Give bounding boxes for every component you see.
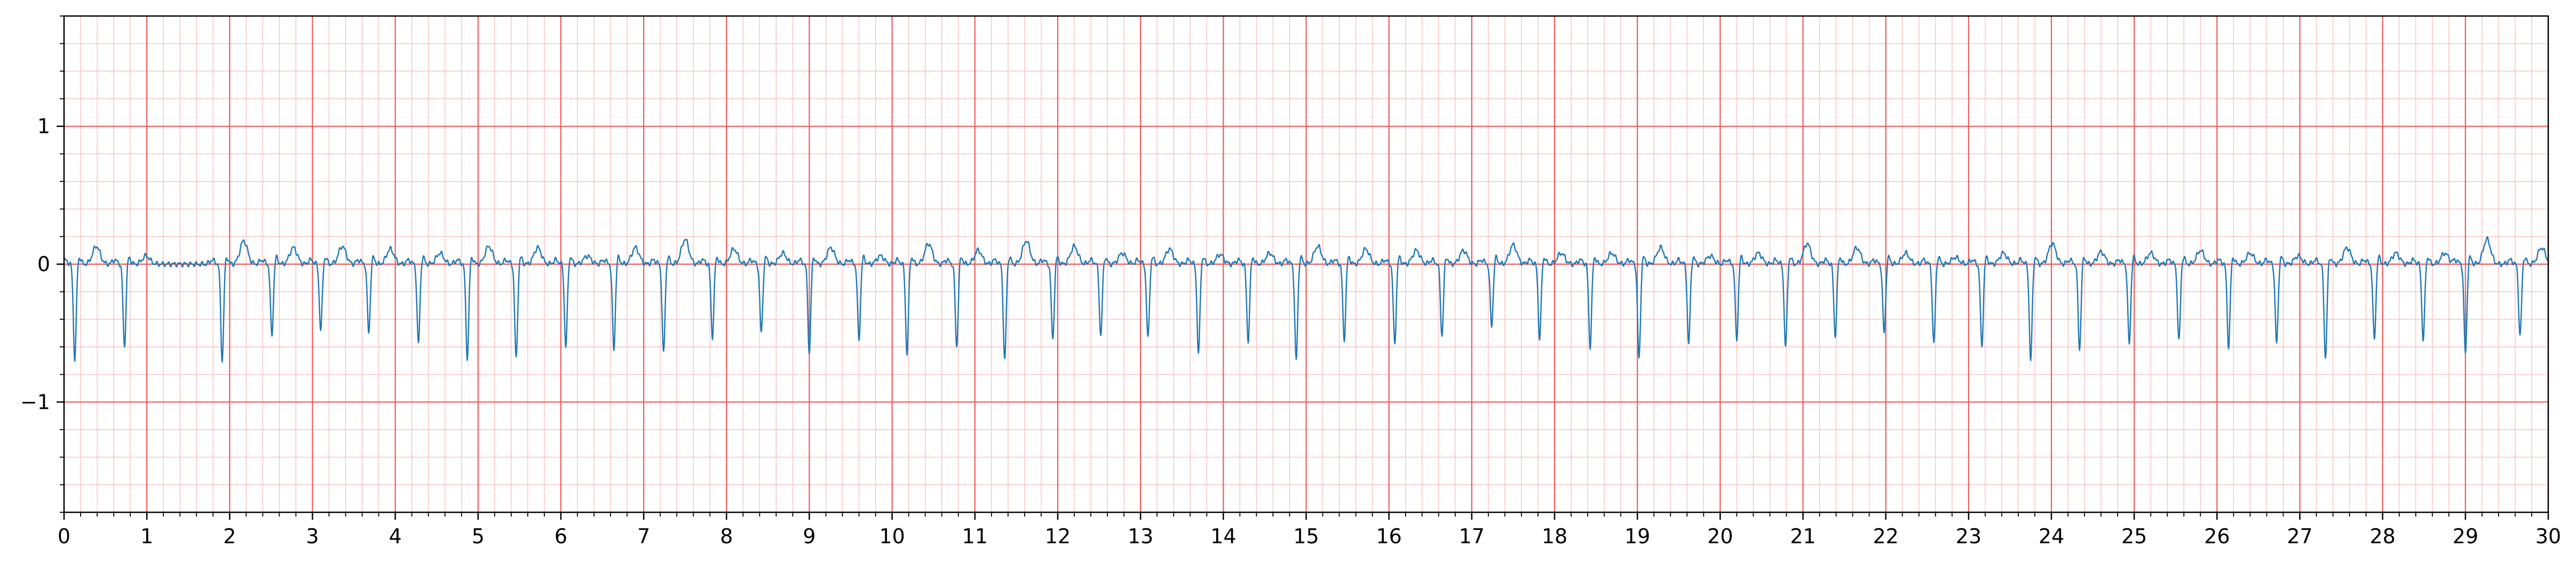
x-tick-label: 15 [1293,525,1319,548]
y-tick-label: 1 [37,115,50,138]
x-tick-label: 21 [1790,525,1816,548]
x-tick-label: 30 [2535,525,2561,548]
ecg-trace-line [63,236,2549,363]
x-tick-label: 28 [2369,525,2395,548]
x-tick-label: 5 [472,525,485,548]
x-tick-label: 13 [1128,525,1153,548]
x-tick-label: 16 [1376,525,1401,548]
x-tick-label: 23 [1956,525,1981,548]
x-tick-label: 26 [2204,525,2230,548]
x-tick-label: 2 [223,525,236,548]
x-tick-label: 10 [879,525,905,548]
x-axis-ticks: 0 1 2 3 4 5 6 7 8 9 10 11 12 13 14 15 16 17 18 19 20 21 22 23 24… [58,512,2561,548]
x-tick-label: 8 [720,525,733,548]
trace-layer [63,236,2549,363]
x-tick-label: 17 [1459,525,1485,548]
x-tick-label: 1 [140,525,153,548]
x-tick-label: 9 [803,525,815,548]
y-tick-label: −1 [20,390,50,414]
x-tick-label: 20 [1707,525,1733,548]
x-tick-label: 24 [2039,525,2064,548]
y-axis-ticks: 1 0 −1 [20,15,64,513]
x-tick-label: 25 [2121,525,2147,548]
x-tick-label: 29 [2453,525,2478,548]
x-tick-label: 14 [1210,525,1236,548]
x-tick-label: 6 [554,525,567,548]
x-tick-label: 22 [1873,525,1898,548]
x-tick-label: 7 [637,525,650,548]
x-tick-label: 11 [962,525,988,548]
y-tick-label: 0 [37,252,50,276]
x-tick-label: 18 [1542,525,1567,548]
x-tick-label: 19 [1624,525,1650,548]
x-tick-label: 27 [2287,525,2312,548]
x-tick-label: 12 [1045,525,1071,548]
x-tick-label: 0 [58,525,70,548]
x-tick-label: 4 [389,525,402,548]
x-tick-label: 3 [306,525,319,548]
